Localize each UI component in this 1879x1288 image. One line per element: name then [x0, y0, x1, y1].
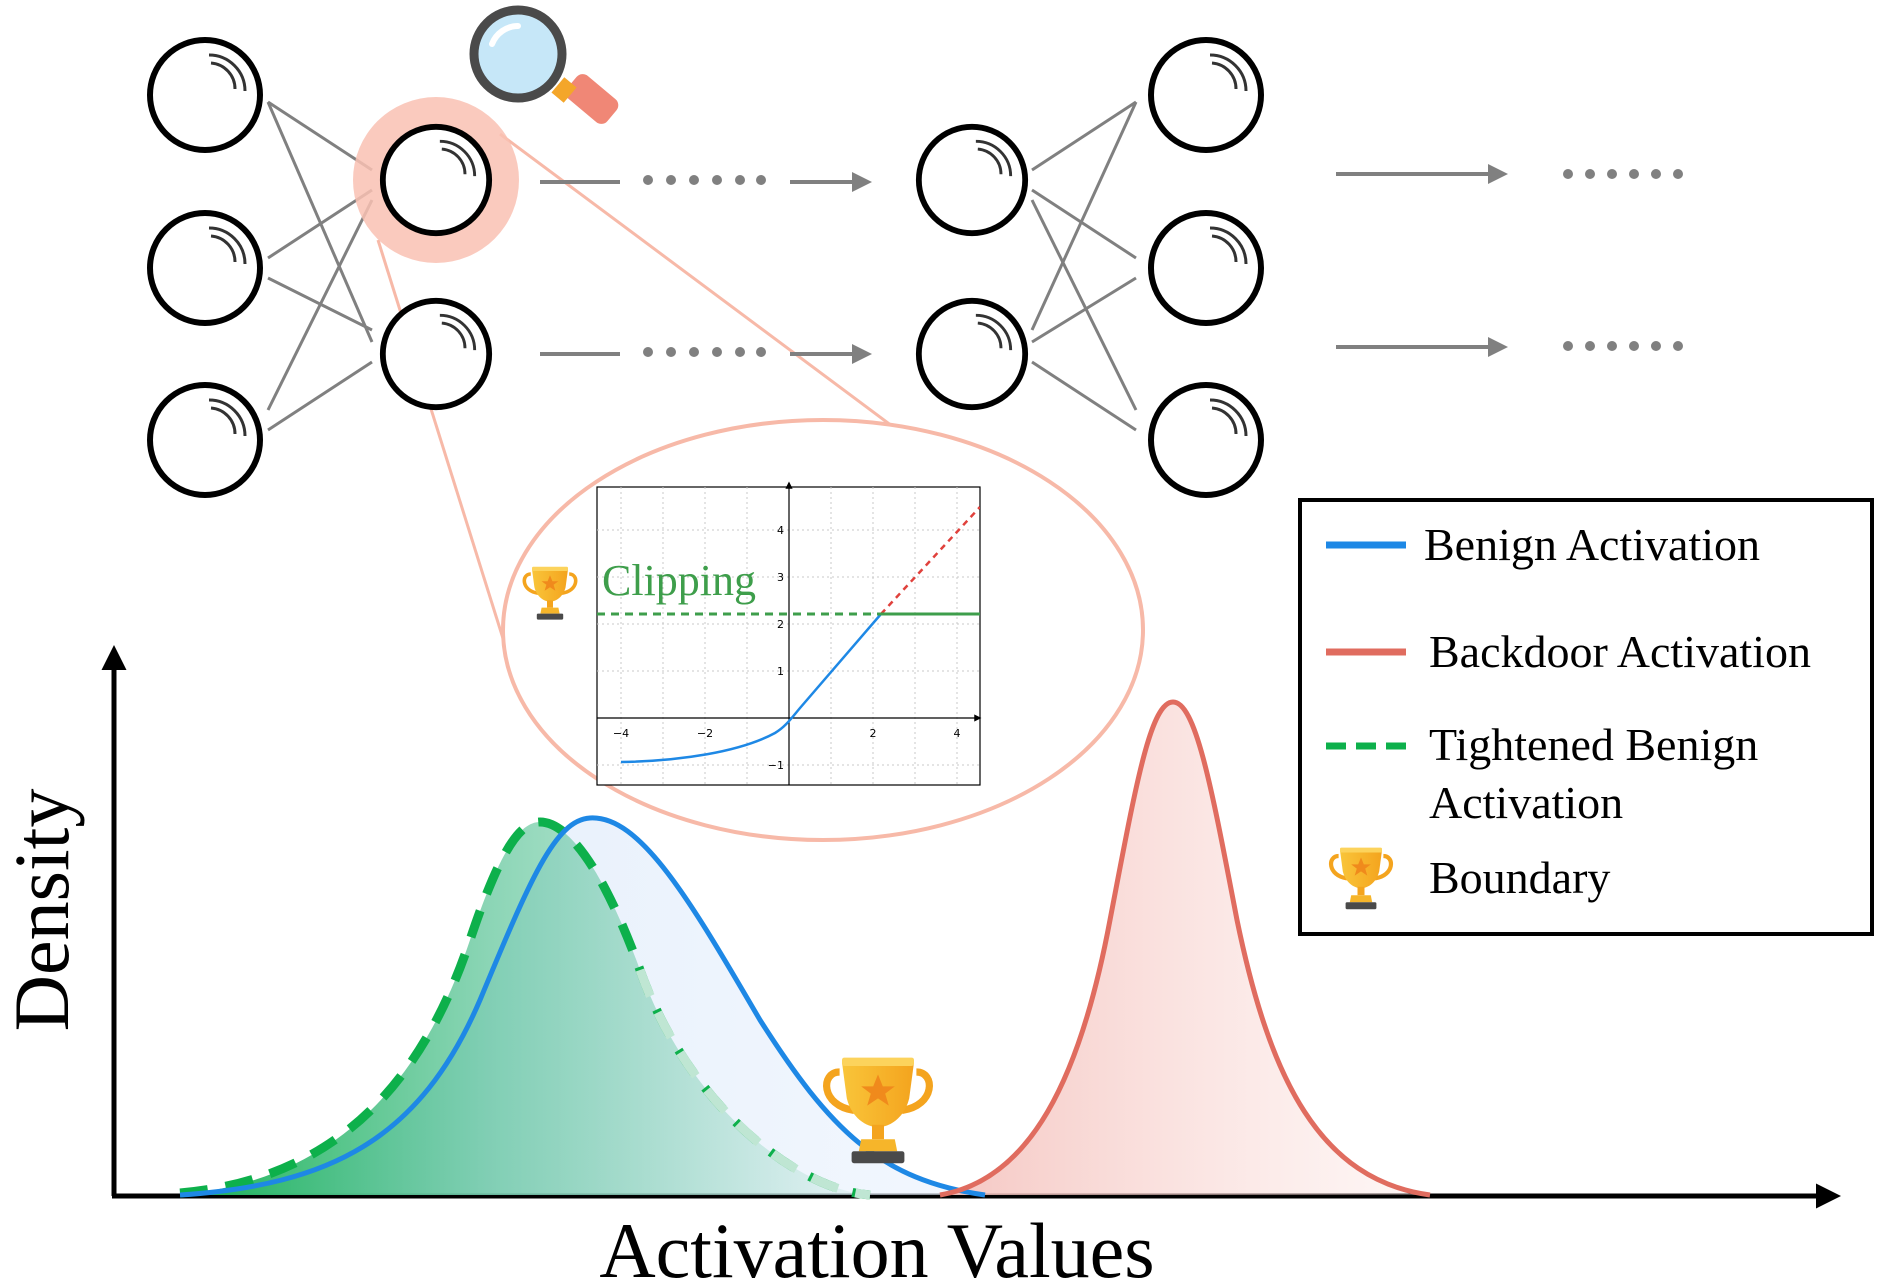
legend-label-boundary: Boundary	[1429, 852, 1610, 903]
inset-y-tick: 2	[777, 618, 784, 631]
network-connections	[266, 100, 1138, 432]
inset-y-tick: 3	[777, 571, 784, 584]
inset-x-tick: −2	[697, 727, 713, 740]
output-layer	[1151, 40, 1261, 495]
y-axis-label: Density	[0, 789, 85, 1032]
tightened-curve-light	[635, 968, 871, 1200]
tightened-area	[180, 822, 870, 1195]
clipping-label: Clipping	[602, 556, 756, 605]
benign-curve	[179, 815, 986, 1198]
legend-label-tightened: Tightened Benign Activation	[1429, 719, 1770, 828]
flow-arrows	[540, 164, 1508, 364]
inset-x-tick: 4	[954, 727, 961, 740]
hidden-layer-2	[919, 127, 1025, 407]
inset-unclipped-line	[880, 506, 980, 615]
magnifier-icon	[469, 5, 619, 124]
legend-label-benign: Benign Activation	[1424, 519, 1760, 570]
inset-y-tick: 4	[777, 524, 784, 537]
hidden-layer-1	[383, 127, 489, 407]
input-layer	[150, 40, 260, 495]
legend: Benign Activation Backdoor Activation Ti…	[1298, 498, 1874, 936]
inset-y-tick: −1	[768, 759, 784, 772]
inset-y-tick: 1	[777, 665, 784, 678]
inset-activation-curve	[620, 613, 882, 764]
inset-plot: −4 −2 2 4 4 3 2 1 −1	[596, 481, 982, 786]
legend-label-backdoor: Backdoor Activation	[1429, 626, 1811, 677]
backdoor-curve	[939, 699, 1431, 1198]
density-axes	[101, 645, 1841, 1209]
x-axis-label: Activation Values	[599, 1207, 1154, 1288]
inset-x-tick: −4	[613, 727, 629, 740]
ellipsis-dots	[643, 169, 1683, 357]
inset-x-tick: 2	[870, 727, 877, 740]
backdoor-area	[940, 702, 1430, 1195]
